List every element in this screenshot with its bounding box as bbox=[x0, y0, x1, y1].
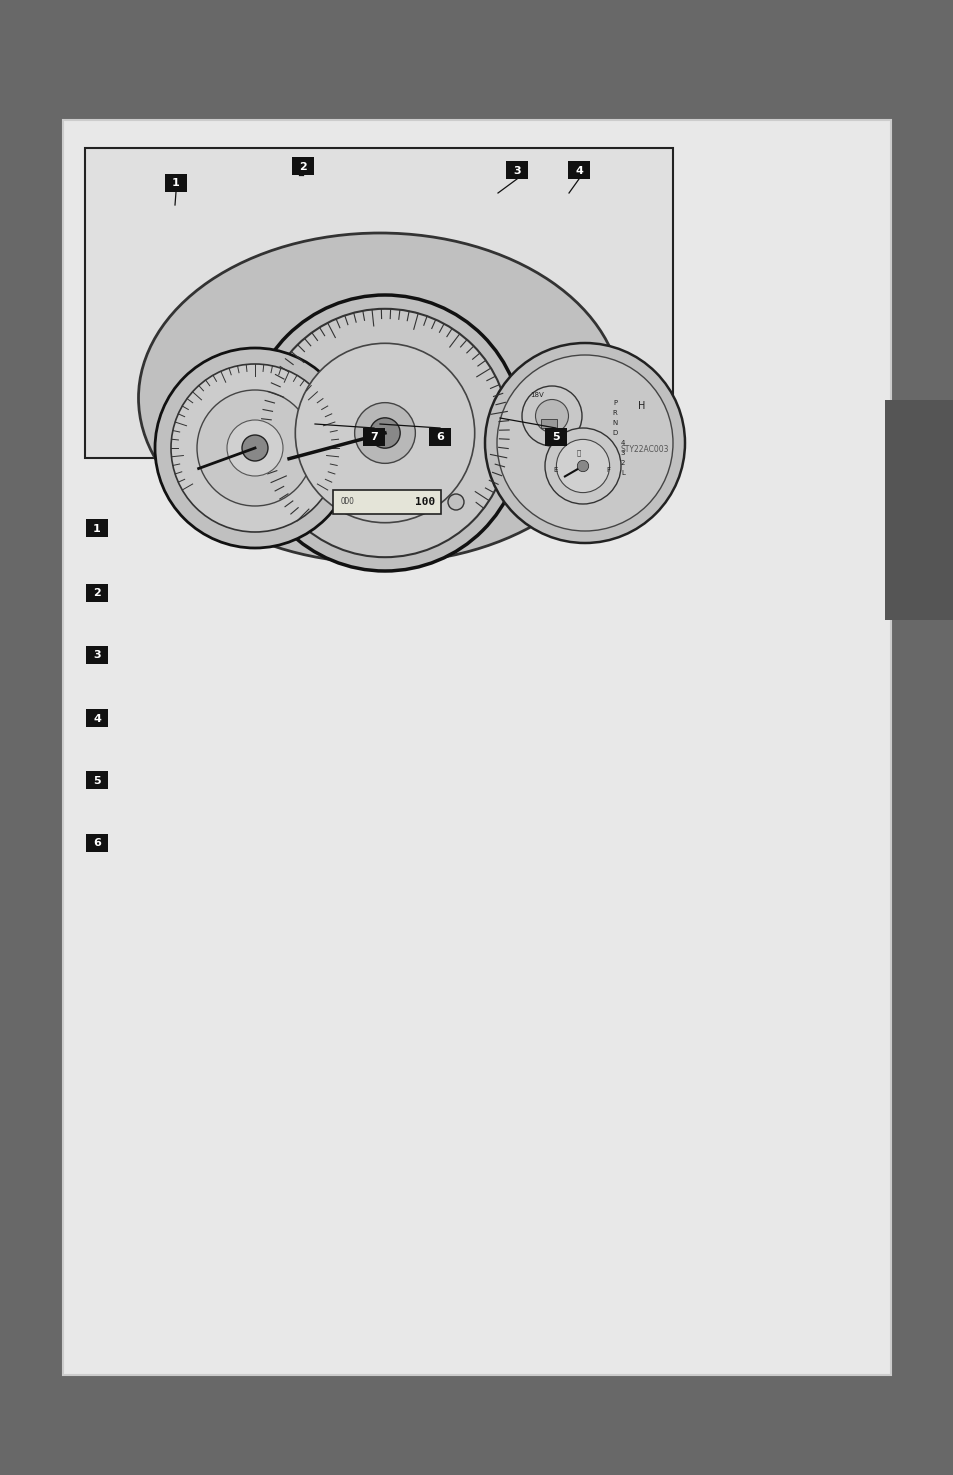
Text: 3: 3 bbox=[93, 650, 101, 661]
Bar bbox=[86, 771, 108, 789]
Text: E: E bbox=[553, 468, 558, 473]
Circle shape bbox=[227, 420, 283, 476]
Circle shape bbox=[295, 344, 475, 522]
Bar bbox=[165, 174, 187, 192]
Bar bbox=[86, 646, 108, 664]
Circle shape bbox=[355, 403, 415, 463]
Bar bbox=[292, 156, 314, 176]
Bar bbox=[567, 161, 589, 178]
Text: H: H bbox=[638, 401, 645, 412]
Text: 3: 3 bbox=[620, 450, 624, 456]
Text: 4: 4 bbox=[575, 165, 582, 176]
Text: 18V: 18V bbox=[530, 392, 543, 398]
Bar bbox=[63, 119, 890, 1375]
Bar bbox=[544, 428, 566, 445]
Circle shape bbox=[484, 344, 684, 543]
Text: 100: 100 bbox=[415, 497, 435, 507]
Circle shape bbox=[154, 348, 355, 549]
Bar bbox=[86, 709, 108, 727]
Bar bbox=[363, 428, 385, 445]
Bar bbox=[86, 584, 108, 602]
Bar bbox=[429, 428, 451, 445]
Text: R: R bbox=[612, 410, 617, 416]
Text: 2: 2 bbox=[299, 161, 307, 171]
Text: 7: 7 bbox=[370, 432, 377, 442]
Text: 4: 4 bbox=[620, 440, 624, 445]
Text: 6: 6 bbox=[93, 838, 101, 848]
Bar bbox=[505, 161, 527, 178]
Text: 6: 6 bbox=[436, 432, 443, 442]
Circle shape bbox=[171, 364, 338, 532]
Text: 2: 2 bbox=[93, 589, 101, 599]
Ellipse shape bbox=[138, 233, 620, 563]
Bar bbox=[86, 833, 108, 853]
Circle shape bbox=[535, 400, 568, 432]
Circle shape bbox=[577, 460, 588, 472]
Text: 1: 1 bbox=[93, 524, 101, 534]
Text: N: N bbox=[612, 420, 617, 426]
Text: F: F bbox=[606, 468, 610, 473]
Bar bbox=[884, 400, 953, 620]
Circle shape bbox=[448, 494, 463, 510]
Circle shape bbox=[260, 308, 509, 558]
Bar bbox=[540, 419, 557, 428]
Circle shape bbox=[370, 417, 399, 448]
Circle shape bbox=[497, 355, 672, 531]
Text: STY22AC003: STY22AC003 bbox=[619, 445, 668, 454]
Text: ⛽: ⛽ bbox=[577, 450, 580, 456]
Circle shape bbox=[247, 295, 522, 571]
Circle shape bbox=[544, 428, 620, 504]
Text: 4: 4 bbox=[93, 714, 101, 724]
Circle shape bbox=[521, 386, 581, 445]
Text: 5: 5 bbox=[552, 432, 559, 442]
Text: 3: 3 bbox=[513, 165, 520, 176]
Bar bbox=[85, 148, 672, 459]
Circle shape bbox=[196, 389, 313, 506]
Text: ODO: ODO bbox=[340, 497, 355, 506]
Text: 5: 5 bbox=[93, 776, 101, 786]
Bar bbox=[0, 0, 953, 100]
Circle shape bbox=[242, 435, 268, 462]
Text: P: P bbox=[612, 400, 617, 406]
Text: 2: 2 bbox=[620, 460, 624, 466]
Bar bbox=[333, 490, 440, 513]
Circle shape bbox=[556, 440, 609, 493]
Text: D: D bbox=[612, 431, 617, 437]
Text: 1: 1 bbox=[172, 178, 180, 189]
Text: L: L bbox=[620, 471, 624, 476]
Bar bbox=[86, 519, 108, 537]
